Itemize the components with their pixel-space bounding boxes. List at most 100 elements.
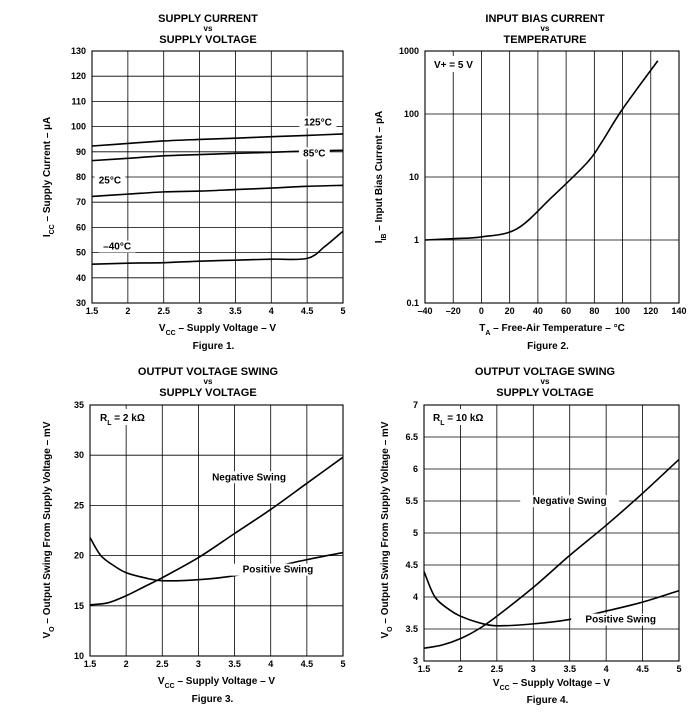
x-tick-label: 3.5 (563, 664, 576, 674)
x-tick-label: 3.5 (229, 306, 242, 316)
x-tick-label: 5 (340, 659, 345, 669)
x-tick-label: 60 (561, 306, 571, 316)
x-tick-label: 20 (505, 306, 515, 316)
series-label: Positive Swing (243, 565, 314, 576)
plot-frame (89, 404, 344, 657)
x-tick-label: 3 (196, 659, 201, 669)
y-tick-label: 25 (74, 500, 84, 510)
plot-frame (91, 50, 344, 304)
series-line-i-ib (424, 60, 659, 241)
y-tick-label: 1 (414, 235, 419, 245)
y-tick-label: 35 (74, 400, 84, 410)
y-tick-label: 110 (71, 96, 86, 106)
series-line-125-c (91, 133, 344, 147)
y-tick-label: 120 (71, 71, 86, 81)
figure-caption: Figure 3. (192, 694, 234, 705)
series-label-bg (94, 174, 126, 187)
series-label-bg (298, 147, 330, 160)
plot-frame (424, 50, 680, 304)
series-line-40-c (91, 230, 344, 265)
series-label: Negative Swing (212, 472, 286, 483)
x-tick-label: 120 (643, 306, 658, 316)
condition-label-bg (96, 409, 152, 425)
x-tick-label: 2.5 (156, 659, 169, 669)
plot-grid (91, 50, 344, 304)
series-label-bg (299, 116, 337, 129)
series-label-bg (571, 613, 671, 626)
x-tick-label: 5 (676, 664, 681, 674)
y-tick-label: 90 (76, 147, 86, 157)
chart-title-vs: vs (541, 377, 550, 386)
y-tick-label: 4.5 (405, 560, 418, 570)
x-axis-label: VCC – Supply Voltage – V (159, 323, 277, 337)
series-line-negative-swing (89, 456, 344, 606)
x-tick-label: 140 (671, 306, 686, 316)
series-label: 85°C (303, 148, 325, 159)
chart-title: INPUT BIAS CURRENT (485, 13, 604, 25)
series-label-bg (98, 240, 136, 253)
series-line-positive-swing (423, 571, 680, 627)
y-axis-label: VO – Output Swing From Supply Voltage – … (42, 421, 56, 638)
y-tick-label: 50 (76, 248, 86, 258)
series-label: 25°C (99, 175, 121, 186)
x-tick-label: –20 (446, 306, 461, 316)
series-label: –40°C (103, 242, 131, 253)
x-axis-label: VCC – Supply Voltage – V (493, 678, 611, 692)
y-tick-label: 6.5 (405, 432, 418, 442)
chart-subtitle: TEMPERATURE (504, 34, 587, 46)
x-tick-label: 2.5 (157, 306, 170, 316)
x-tick-label: 1.5 (418, 664, 431, 674)
chart-title-vs: vs (204, 24, 213, 33)
x-tick-label: 1.5 (84, 659, 97, 669)
y-tick-label: 30 (76, 298, 86, 308)
y-axis-label: ICC – Supply Current – µA (42, 117, 56, 237)
x-tick-label: 4 (268, 659, 273, 669)
x-tick-label: 2 (458, 664, 463, 674)
x-tick-label: 3 (531, 664, 536, 674)
y-tick-label: 10 (74, 651, 84, 661)
x-tick-label: 1.5 (86, 306, 99, 316)
y-tick-label: 100 (404, 109, 419, 119)
series-label: 125°C (304, 117, 332, 128)
x-axis-label: VCC – Supply Voltage – V (158, 676, 276, 690)
series-label: Negative Swing (533, 496, 607, 507)
condition-label: RL = 2 kΩ (100, 413, 145, 427)
chart-subtitle: SUPPLY VOLTAGE (159, 387, 256, 399)
y-tick-label: 15 (74, 601, 84, 611)
plot-grid (89, 404, 344, 657)
y-tick-label: 4 (413, 592, 418, 602)
series-label-bg (228, 563, 328, 576)
x-tick-label: 2 (124, 659, 129, 669)
x-tick-label: 100 (615, 306, 630, 316)
y-tick-label: 80 (76, 172, 86, 182)
y-tick-label: 3.5 (405, 624, 418, 634)
chart-title-vs: vs (204, 377, 213, 386)
x-tick-label: 4.5 (301, 306, 314, 316)
plot-grid (424, 50, 680, 304)
series-label-bg (520, 495, 620, 508)
x-tick-label: 4.5 (301, 659, 314, 669)
plot-frame (423, 404, 680, 662)
series-label: Positive Swing (585, 615, 656, 626)
x-tick-label: 5 (340, 306, 345, 316)
x-tick-label: 4 (269, 306, 274, 316)
y-tick-label: 40 (76, 273, 86, 283)
condition-label-bg (429, 409, 493, 425)
x-tick-label: 4.5 (636, 664, 649, 674)
condition-label-bg (430, 56, 480, 72)
y-tick-label: 3 (413, 656, 418, 666)
y-tick-label: 100 (71, 122, 86, 132)
y-tick-label: 7 (413, 400, 418, 410)
x-tick-label: –40 (417, 306, 432, 316)
y-tick-label: 10 (409, 172, 419, 182)
chart-subtitle: SUPPLY VOLTAGE (159, 34, 256, 46)
chart-title: OUTPUT VOLTAGE SWING (475, 366, 615, 378)
y-tick-label: 1000 (399, 46, 419, 56)
x-tick-label: 2.5 (491, 664, 504, 674)
y-tick-label: 6 (413, 464, 418, 474)
x-tick-label: 80 (589, 306, 599, 316)
chart-subtitle: SUPPLY VOLTAGE (496, 387, 593, 399)
figure-caption: Figure 4. (527, 695, 569, 706)
